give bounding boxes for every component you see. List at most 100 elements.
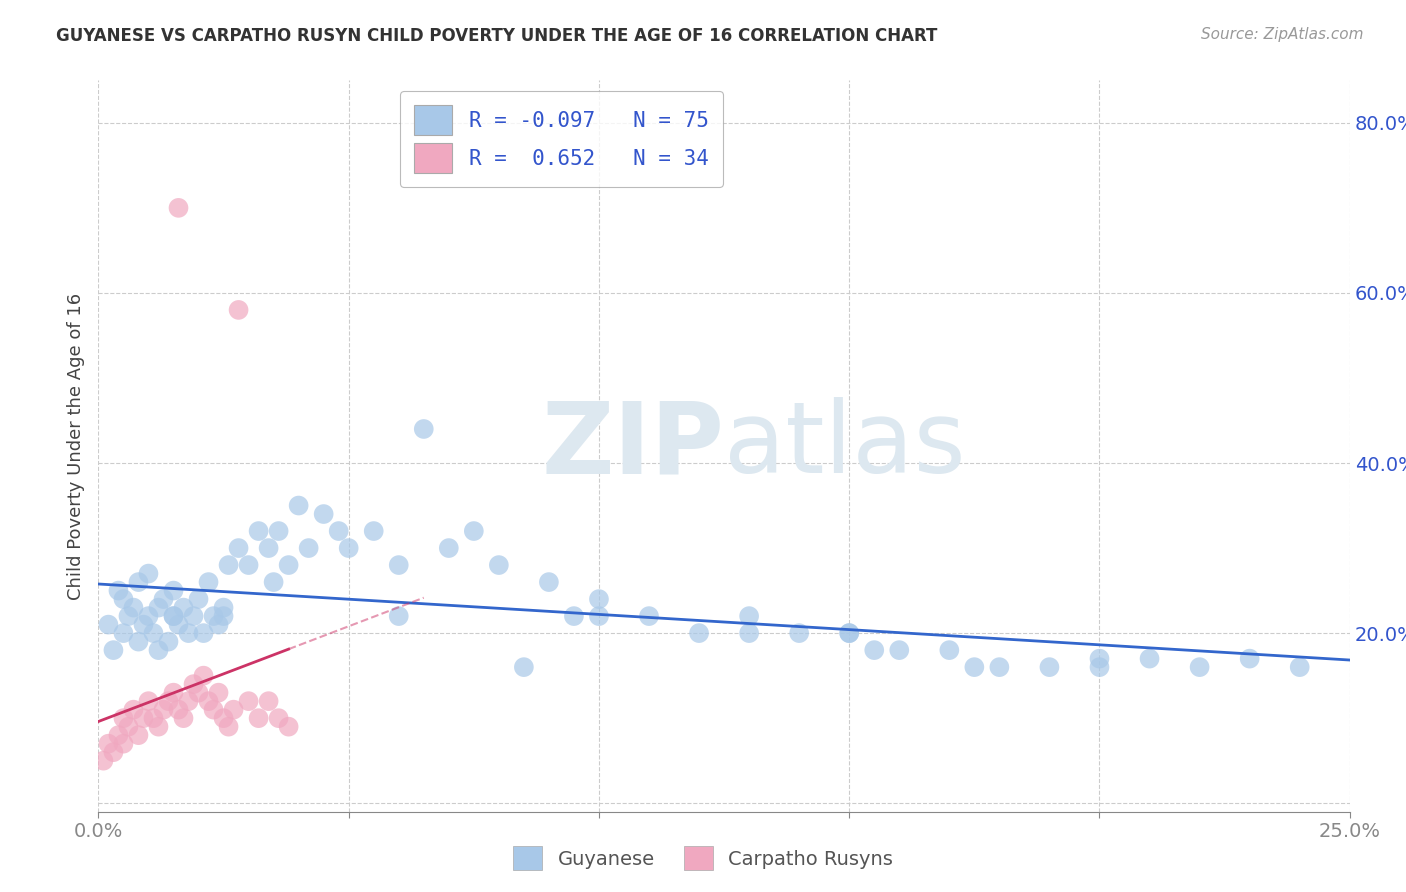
Point: [1139, 651, 1161, 665]
Point: [112, 737, 135, 751]
Point: [1088, 651, 1111, 665]
Point: [112, 711, 135, 725]
Point: [222, 703, 245, 717]
Point: [162, 609, 184, 624]
Point: [112, 592, 135, 607]
Point: [988, 660, 1011, 674]
Point: [183, 677, 205, 691]
Point: [838, 626, 860, 640]
Point: [193, 626, 215, 640]
Point: [298, 541, 321, 555]
Point: [218, 720, 240, 734]
Point: [107, 583, 129, 598]
Point: [263, 575, 285, 590]
Point: [107, 728, 129, 742]
Point: [167, 201, 190, 215]
Point: [202, 703, 225, 717]
Point: [212, 711, 235, 725]
Point: [197, 575, 219, 590]
Point: [388, 558, 411, 572]
Point: [277, 558, 299, 572]
Point: [177, 626, 200, 640]
Point: [257, 694, 280, 708]
Point: [247, 524, 270, 538]
Point: [267, 711, 290, 725]
Point: [103, 643, 125, 657]
Point: [187, 592, 209, 607]
Point: [207, 686, 229, 700]
Point: [963, 660, 986, 674]
Point: [938, 643, 960, 657]
Point: [363, 524, 385, 538]
Point: [148, 643, 170, 657]
Point: [212, 609, 235, 624]
Text: atlas: atlas: [724, 398, 966, 494]
Point: [152, 703, 174, 717]
Point: [228, 302, 250, 317]
Point: [562, 609, 585, 624]
Point: [287, 499, 309, 513]
Legend: Guyanese, Carpatho Rusyns: Guyanese, Carpatho Rusyns: [505, 838, 901, 878]
Point: [122, 703, 145, 717]
Point: [488, 558, 510, 572]
Point: [889, 643, 911, 657]
Point: [112, 626, 135, 640]
Point: [688, 626, 710, 640]
Point: [738, 609, 761, 624]
Text: Source: ZipAtlas.com: Source: ZipAtlas.com: [1201, 27, 1364, 42]
Point: [1088, 660, 1111, 674]
Point: [193, 668, 215, 682]
Point: [838, 626, 860, 640]
Y-axis label: Child Poverty Under the Age of 16: Child Poverty Under the Age of 16: [66, 293, 84, 599]
Legend: R = -0.097   N = 75, R =  0.652   N = 34: R = -0.097 N = 75, R = 0.652 N = 34: [399, 91, 723, 187]
Point: [267, 524, 290, 538]
Point: [388, 609, 411, 624]
Point: [173, 711, 195, 725]
Point: [97, 737, 120, 751]
Point: [337, 541, 360, 555]
Point: [247, 711, 270, 725]
Point: [142, 626, 165, 640]
Point: [787, 626, 810, 640]
Point: [312, 507, 335, 521]
Point: [138, 566, 160, 581]
Point: [207, 617, 229, 632]
Point: [132, 617, 155, 632]
Point: [97, 617, 120, 632]
Point: [513, 660, 536, 674]
Point: [177, 694, 200, 708]
Point: [127, 575, 149, 590]
Point: [187, 686, 209, 700]
Point: [328, 524, 350, 538]
Point: [212, 600, 235, 615]
Point: [638, 609, 661, 624]
Point: [463, 524, 485, 538]
Point: [228, 541, 250, 555]
Point: [197, 694, 219, 708]
Point: [157, 634, 180, 648]
Point: [588, 609, 610, 624]
Point: [218, 558, 240, 572]
Point: [1188, 660, 1211, 674]
Point: [238, 558, 260, 572]
Point: [138, 694, 160, 708]
Point: [162, 609, 184, 624]
Point: [138, 609, 160, 624]
Point: [173, 600, 195, 615]
Point: [157, 694, 180, 708]
Point: [142, 711, 165, 725]
Point: [152, 592, 174, 607]
Point: [167, 703, 190, 717]
Text: GUYANESE VS CARPATHO RUSYN CHILD POVERTY UNDER THE AGE OF 16 CORRELATION CHART: GUYANESE VS CARPATHO RUSYN CHILD POVERTY…: [56, 27, 938, 45]
Point: [122, 600, 145, 615]
Point: [412, 422, 434, 436]
Point: [148, 720, 170, 734]
Point: [103, 745, 125, 759]
Point: [1288, 660, 1310, 674]
Point: [238, 694, 260, 708]
Point: [167, 617, 190, 632]
Point: [117, 720, 139, 734]
Point: [588, 592, 610, 607]
Text: ZIP: ZIP: [541, 398, 724, 494]
Point: [537, 575, 560, 590]
